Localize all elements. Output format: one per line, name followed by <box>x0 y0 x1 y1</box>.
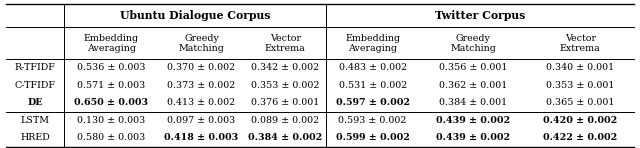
Text: 0.531 ± 0.002: 0.531 ± 0.002 <box>339 81 407 90</box>
Text: 0.571 ± 0.003: 0.571 ± 0.003 <box>77 81 145 90</box>
Text: Ubuntu Dialogue Corpus: Ubuntu Dialogue Corpus <box>120 10 271 21</box>
Text: 0.097 ± 0.003: 0.097 ± 0.003 <box>167 116 236 125</box>
Text: 0.340 ± 0.001: 0.340 ± 0.001 <box>546 63 614 72</box>
Text: 0.353 ± 0.001: 0.353 ± 0.001 <box>546 81 614 90</box>
Text: Vector
Extrema: Vector Extrema <box>560 34 601 53</box>
Text: C-TFIDF: C-TFIDF <box>15 81 56 90</box>
Text: 0.384 ± 0.001: 0.384 ± 0.001 <box>439 98 507 107</box>
Text: 0.418 ± 0.003: 0.418 ± 0.003 <box>164 133 239 142</box>
Text: 0.536 ± 0.003: 0.536 ± 0.003 <box>77 63 146 72</box>
Text: 0.483 ± 0.002: 0.483 ± 0.002 <box>339 63 407 72</box>
Text: 0.439 ± 0.002: 0.439 ± 0.002 <box>436 116 510 125</box>
Text: Embedding
Averaging: Embedding Averaging <box>345 34 400 53</box>
Text: Embedding
Averaging: Embedding Averaging <box>84 34 139 53</box>
Text: R-TFIDF: R-TFIDF <box>15 63 56 72</box>
Text: 0.422 ± 0.002: 0.422 ± 0.002 <box>543 133 618 142</box>
Text: 0.599 ± 0.002: 0.599 ± 0.002 <box>336 133 410 142</box>
Text: 0.593 ± 0.002: 0.593 ± 0.002 <box>339 116 407 125</box>
Text: 0.342 ± 0.002: 0.342 ± 0.002 <box>251 63 319 72</box>
Text: Twitter Corpus: Twitter Corpus <box>435 10 525 21</box>
Text: 0.365 ± 0.001: 0.365 ± 0.001 <box>546 98 614 107</box>
Text: 0.420 ± 0.002: 0.420 ± 0.002 <box>543 116 618 125</box>
Text: 0.130 ± 0.003: 0.130 ± 0.003 <box>77 116 145 125</box>
Text: 0.353 ± 0.002: 0.353 ± 0.002 <box>251 81 319 90</box>
Text: 0.356 ± 0.001: 0.356 ± 0.001 <box>439 63 508 72</box>
Text: 0.413 ± 0.002: 0.413 ± 0.002 <box>168 98 236 107</box>
Text: DE: DE <box>28 98 43 107</box>
Text: Greedy
Matching: Greedy Matching <box>450 34 496 53</box>
Text: Vector
Extrema: Vector Extrema <box>265 34 305 53</box>
Text: HRED: HRED <box>20 133 50 142</box>
Text: 0.370 ± 0.002: 0.370 ± 0.002 <box>168 63 236 72</box>
Text: 0.580 ± 0.003: 0.580 ± 0.003 <box>77 133 145 142</box>
Text: 0.089 ± 0.002: 0.089 ± 0.002 <box>251 116 319 125</box>
Text: 0.373 ± 0.002: 0.373 ± 0.002 <box>167 81 236 90</box>
Text: 0.376 ± 0.001: 0.376 ± 0.001 <box>251 98 319 107</box>
Text: 0.439 ± 0.002: 0.439 ± 0.002 <box>436 133 510 142</box>
Text: 0.597 ± 0.002: 0.597 ± 0.002 <box>336 98 410 107</box>
Text: 0.650 ± 0.003: 0.650 ± 0.003 <box>74 98 148 107</box>
Text: 0.362 ± 0.001: 0.362 ± 0.001 <box>439 81 507 90</box>
Text: 0.384 ± 0.002: 0.384 ± 0.002 <box>248 133 323 142</box>
Text: Greedy
Matching: Greedy Matching <box>179 34 225 53</box>
Text: LSTM: LSTM <box>20 116 50 125</box>
